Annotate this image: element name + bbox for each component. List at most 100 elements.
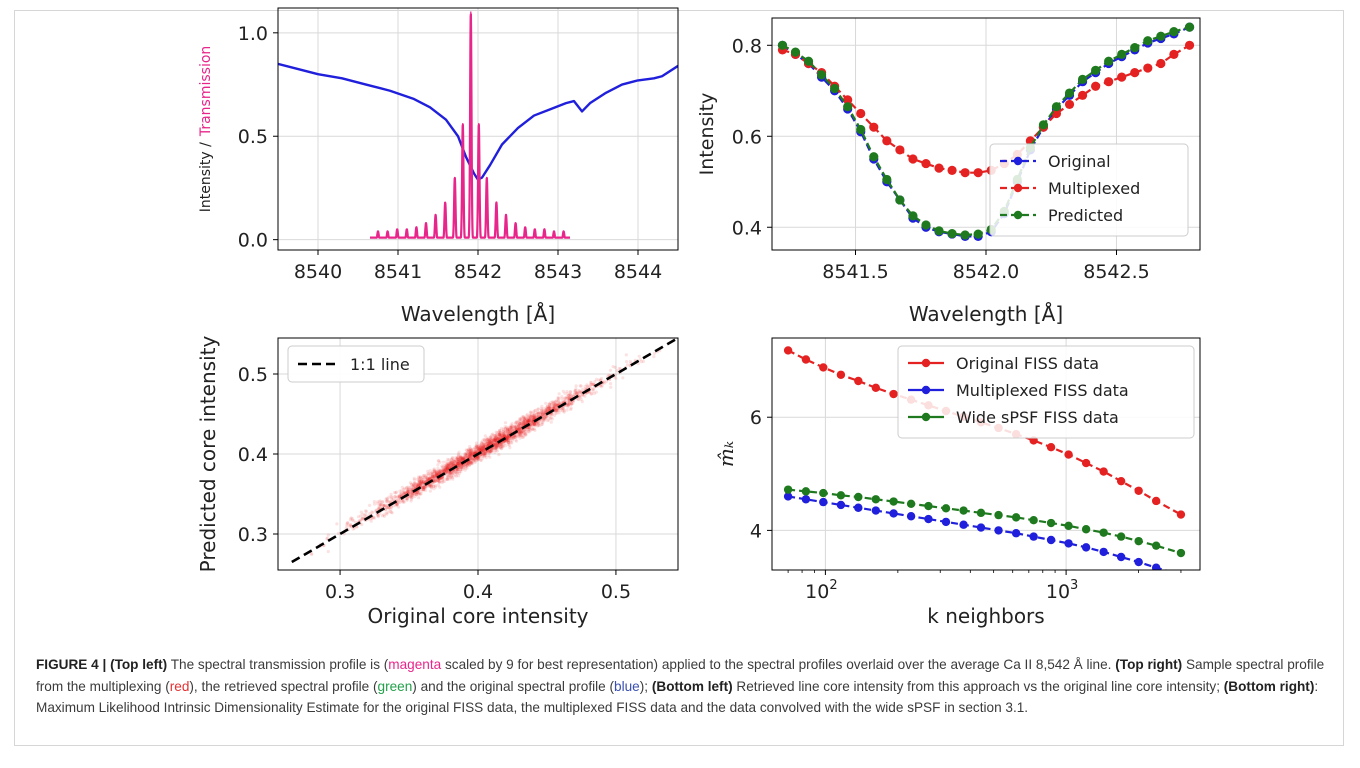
scatter-point	[517, 425, 522, 430]
scatter-point	[589, 381, 593, 385]
scatter-point	[478, 447, 482, 451]
y-tick-label: 4	[750, 520, 762, 542]
scatter-point	[504, 437, 509, 441]
scatter-point	[460, 456, 464, 460]
scatter-point	[565, 408, 569, 412]
x-tick-label: 8542	[454, 261, 502, 283]
scatter-point	[575, 391, 579, 395]
scatter-point	[482, 442, 486, 446]
scatter-point	[493, 446, 498, 450]
scatter-point	[458, 458, 462, 462]
scatter-point	[592, 391, 597, 396]
scatter-point	[518, 424, 523, 428]
scatter-point	[525, 418, 530, 422]
scatter-point	[446, 466, 450, 470]
scatter-point	[446, 474, 450, 478]
data-point	[1029, 516, 1038, 525]
scatter-point	[419, 480, 424, 484]
scatter-point	[552, 404, 556, 408]
scatter-point	[533, 409, 537, 413]
scatter-point	[474, 448, 478, 452]
scatter-point	[501, 427, 505, 431]
scatter-point	[436, 478, 440, 482]
scatter-point	[479, 458, 483, 462]
scatter-point	[504, 430, 508, 434]
scatter-point	[496, 436, 500, 440]
scatter-point	[347, 524, 351, 528]
scatter-point	[409, 494, 413, 498]
legend-label: Wide sPSF FISS data	[956, 408, 1119, 427]
caption-red: red	[169, 678, 190, 694]
scatter-point	[533, 416, 537, 420]
scatter-point	[474, 446, 478, 450]
scatter-point	[441, 480, 445, 484]
scatter-point	[499, 431, 503, 435]
scatter-point	[446, 475, 450, 479]
scatter-point	[588, 384, 592, 388]
scatter-point	[519, 417, 523, 421]
scatter-point	[521, 415, 525, 419]
scatter-point	[536, 407, 540, 411]
scatter-point	[443, 468, 447, 472]
scatter-point	[517, 430, 521, 434]
scatter-point	[437, 480, 441, 484]
scatter-point	[494, 445, 498, 449]
scatter-point	[482, 452, 486, 456]
scatter-point	[392, 497, 396, 501]
scatter-point	[477, 447, 481, 451]
scatter-point	[436, 463, 440, 467]
scatter-point	[481, 449, 485, 453]
scatter-point	[517, 426, 522, 430]
scatter-point	[497, 436, 501, 440]
scatter-point	[413, 481, 417, 485]
scatter-point	[526, 416, 530, 420]
scatter-point	[591, 382, 595, 386]
scatter-point	[417, 496, 421, 500]
scatter-point	[487, 450, 491, 454]
scatter-point	[556, 408, 560, 413]
scatter-point	[532, 414, 536, 418]
caption-bottom-left: (Bottom left)	[651, 678, 733, 694]
scatter-point	[438, 477, 443, 481]
axes-frame	[771, 337, 1201, 571]
scatter-point	[513, 435, 517, 439]
data-point	[1169, 27, 1179, 37]
scatter-point	[490, 439, 494, 443]
scatter-point	[405, 497, 409, 501]
scatter-point	[510, 427, 514, 431]
scatter-point	[563, 399, 567, 403]
scatter-point	[428, 477, 432, 481]
scatter-point	[459, 456, 463, 460]
scatter-point	[469, 450, 473, 454]
scatter-point	[402, 490, 406, 494]
scatter-point	[561, 409, 565, 413]
data-point	[1143, 63, 1153, 73]
scatter-point	[415, 483, 419, 487]
scatter-point	[525, 420, 529, 424]
scatter-point	[414, 492, 419, 496]
scatter-point	[410, 496, 414, 500]
scatter-point	[481, 441, 485, 445]
scatter-point	[527, 426, 531, 430]
scatter-point	[554, 409, 558, 413]
scatter-point	[493, 438, 497, 442]
scatter-point	[484, 450, 488, 454]
scatter-point	[519, 429, 523, 433]
scatter-point	[556, 395, 560, 400]
scatter-point	[447, 462, 451, 466]
scatter-point	[454, 455, 458, 460]
scatter-point	[567, 400, 571, 404]
scatter-point	[458, 464, 463, 468]
scatter-point	[487, 440, 491, 445]
scatter-point	[482, 441, 486, 445]
data-point	[777, 40, 788, 50]
scatter-point	[421, 480, 425, 484]
scatter-point	[506, 434, 511, 438]
scatter-point	[434, 479, 438, 483]
scatter-point	[473, 459, 477, 463]
scatter-point	[509, 425, 513, 429]
scatter-point	[411, 486, 415, 490]
scatter-point	[378, 502, 382, 506]
scatter-point	[432, 477, 437, 481]
